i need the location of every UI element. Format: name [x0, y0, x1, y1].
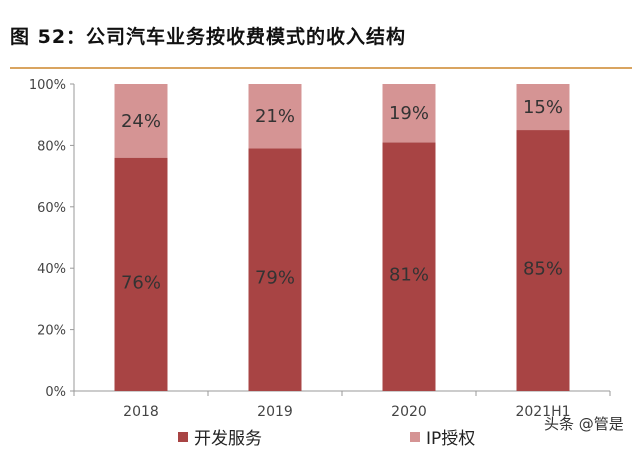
bar-dev-service: [516, 130, 570, 392]
legend-label: IP授权: [426, 429, 476, 449]
legend-item-ip-license: IP授权: [410, 424, 475, 449]
y-tick-label: 40%: [37, 262, 66, 277]
data-label: 24%: [121, 111, 161, 132]
bar-dev-service: [382, 142, 436, 391]
data-label: 76%: [121, 272, 161, 293]
x-tick-label: 2019: [257, 404, 293, 420]
chart-title: 图 52：公司汽车业务按收费模式的收入结构: [10, 26, 407, 48]
legend-label: 开发服务: [194, 429, 262, 449]
y-tick-label: 0%: [45, 385, 66, 400]
title-divider: [10, 67, 632, 69]
data-label: 85%: [523, 259, 563, 280]
x-tick-label: 2018: [123, 404, 159, 420]
x-tick-label: 2021H1: [515, 404, 570, 420]
bar-ip-license: [382, 84, 436, 143]
y-tick-label: 20%: [37, 324, 66, 339]
legend-swatch: [178, 431, 188, 442]
data-label: 15%: [523, 97, 563, 118]
y-tick-label: 80%: [37, 139, 66, 154]
bar-ip-license: [516, 84, 570, 131]
bar-ip-license: [114, 84, 168, 158]
bar-dev-service: [114, 157, 168, 391]
data-label: 19%: [389, 103, 429, 124]
legend-item-dev-service: 开发服务: [178, 424, 262, 449]
data-label: 79%: [255, 268, 295, 289]
x-tick-label: 2020: [391, 404, 427, 420]
legend-swatch: [410, 431, 420, 442]
bar-dev-service: [248, 148, 302, 391]
bar-ip-license: [248, 84, 302, 149]
data-label: 21%: [255, 106, 295, 127]
chart: 0% 20% 40% 60% 80% 100% 2018 76% 24% 2019 79% 21% 20…: [29, 78, 611, 420]
watermark: 头条 @管是: [544, 415, 624, 433]
y-tick-label: 100%: [29, 78, 66, 93]
y-tick-label: 60%: [37, 201, 66, 216]
data-label: 81%: [389, 265, 429, 286]
